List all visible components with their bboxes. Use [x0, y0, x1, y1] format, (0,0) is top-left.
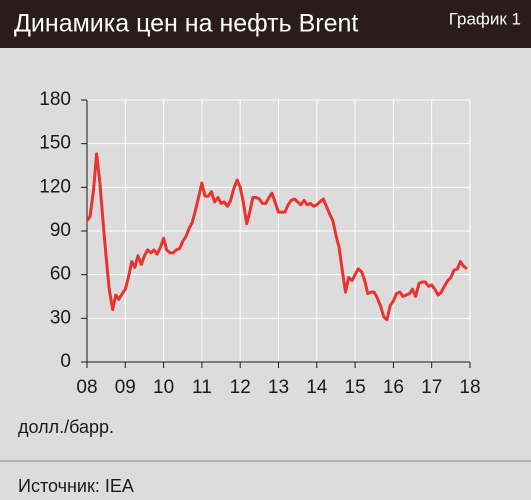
header-bar [0, 0, 531, 48]
figure-label: График 1 [449, 9, 521, 28]
y-tick-label: 150 [39, 133, 71, 154]
x-tick-label: 13 [268, 377, 289, 398]
source: Источник: IEA [18, 476, 134, 496]
y-tick-label: 30 [50, 307, 71, 328]
chart-title: Динамика цен на нефть Brent [14, 10, 358, 38]
x-tick-label: 12 [230, 377, 251, 398]
x-tick-label: 10 [153, 377, 174, 398]
x-tick-label: 16 [383, 377, 404, 398]
y-tick-label: 90 [50, 220, 71, 241]
x-tick-label: 11 [192, 377, 212, 398]
x-tick-label: 09 [115, 377, 136, 398]
y-tick-label: 0 [60, 351, 71, 372]
x-tick-label: 15 [345, 377, 366, 398]
y-tick-label: 120 [39, 176, 71, 197]
y-tick-label: 60 [50, 264, 71, 285]
x-tick-label: 18 [459, 377, 480, 398]
y-tick-label: 180 [39, 89, 71, 110]
y-axis-unit: долл./барр. [18, 417, 114, 437]
x-tick-label: 14 [306, 377, 328, 398]
price-line [85, 152, 468, 322]
x-tick-label: 17 [421, 377, 442, 398]
x-tick-label: 08 [76, 377, 97, 398]
